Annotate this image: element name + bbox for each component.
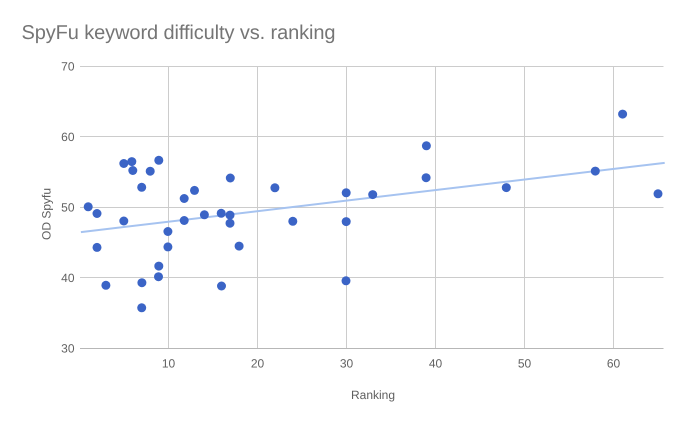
- svg-text:30: 30: [61, 342, 75, 356]
- svg-text:SpyFu keyword difficulty vs. r: SpyFu keyword difficulty vs. ranking: [22, 22, 336, 44]
- svg-text:40: 40: [429, 357, 443, 371]
- svg-text:Ranking: Ranking: [351, 388, 395, 402]
- svg-text:50: 50: [61, 201, 75, 215]
- svg-text:70: 70: [61, 60, 75, 74]
- svg-text:60: 60: [607, 357, 621, 371]
- svg-text:10: 10: [162, 357, 176, 371]
- svg-text:50: 50: [518, 357, 532, 371]
- svg-text:20: 20: [251, 357, 265, 371]
- svg-text:60: 60: [61, 130, 75, 144]
- svg-text:30: 30: [340, 357, 354, 371]
- svg-text:40: 40: [61, 271, 75, 285]
- svg-text:OD Spyfu: OD Spyfu: [40, 188, 54, 240]
